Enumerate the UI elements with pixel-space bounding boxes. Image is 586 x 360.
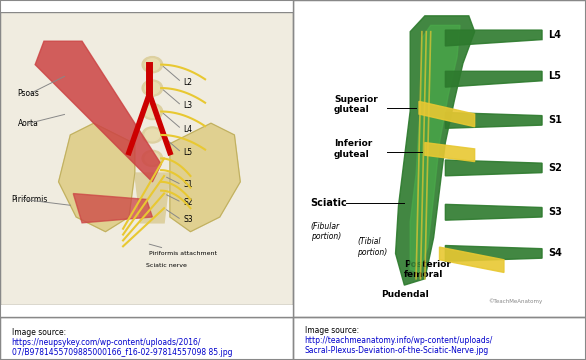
- Ellipse shape: [145, 153, 159, 164]
- Text: Aorta: Aorta: [18, 119, 39, 128]
- Polygon shape: [419, 102, 475, 127]
- Polygon shape: [410, 25, 460, 273]
- Text: 07/B9781455709885000166_f16-02-97814557098 85.jpg: 07/B9781455709885000166_f16-02-978145570…: [12, 348, 232, 357]
- Polygon shape: [35, 41, 161, 182]
- Polygon shape: [445, 112, 542, 128]
- Text: L4: L4: [548, 30, 561, 40]
- Text: L4: L4: [183, 125, 192, 134]
- Polygon shape: [445, 246, 542, 261]
- Text: http://teachmeanatomy.info/wp-content/uploads/: http://teachmeanatomy.info/wp-content/up…: [305, 336, 493, 345]
- Ellipse shape: [145, 59, 159, 71]
- Polygon shape: [73, 194, 152, 223]
- Text: S1: S1: [183, 180, 193, 189]
- Text: Psoas: Psoas: [18, 89, 39, 98]
- Polygon shape: [396, 16, 475, 285]
- Ellipse shape: [145, 129, 159, 141]
- Polygon shape: [445, 71, 542, 87]
- Text: L5: L5: [548, 71, 561, 81]
- Text: Inferior
gluteal: Inferior gluteal: [334, 139, 372, 159]
- Text: https://neupsykey.com/wp-content/uploads/2016/: https://neupsykey.com/wp-content/uploads…: [12, 338, 201, 347]
- Text: S2: S2: [548, 163, 562, 173]
- Polygon shape: [135, 173, 170, 223]
- Text: S1: S1: [548, 116, 562, 125]
- Ellipse shape: [142, 103, 163, 120]
- Text: (Fibular
portion): (Fibular portion): [311, 221, 341, 241]
- Text: S3: S3: [548, 207, 562, 217]
- Ellipse shape: [142, 150, 163, 166]
- Ellipse shape: [145, 106, 159, 117]
- Polygon shape: [59, 123, 135, 231]
- Text: Image source:: Image source:: [12, 328, 68, 337]
- Text: L3: L3: [183, 101, 192, 110]
- Ellipse shape: [142, 127, 163, 143]
- Ellipse shape: [142, 80, 163, 96]
- Text: Sciatic nerve: Sciatic nerve: [146, 263, 188, 268]
- Text: Superior
gluteal: Superior gluteal: [334, 95, 378, 114]
- Text: S3: S3: [183, 215, 193, 224]
- Text: S2: S2: [183, 198, 193, 207]
- Polygon shape: [170, 123, 240, 231]
- Polygon shape: [425, 143, 475, 162]
- Text: L5: L5: [183, 148, 192, 157]
- Text: Sciatic: Sciatic: [311, 198, 347, 208]
- Ellipse shape: [142, 57, 163, 73]
- Text: Piriformis: Piriformis: [12, 195, 48, 204]
- Text: Posterior
femoral: Posterior femoral: [404, 260, 451, 279]
- Polygon shape: [445, 160, 542, 176]
- Ellipse shape: [145, 82, 159, 94]
- Text: Piriformis attachment: Piriformis attachment: [149, 244, 217, 256]
- Polygon shape: [445, 204, 542, 220]
- Polygon shape: [445, 30, 542, 46]
- Text: Sacral-Plexus-Deviation-of-the-Sciatic-Nerve.jpg: Sacral-Plexus-Deviation-of-the-Sciatic-N…: [305, 346, 489, 355]
- Text: L2: L2: [183, 78, 192, 87]
- Text: (Tibial
portion): (Tibial portion): [357, 237, 388, 257]
- Text: S4: S4: [548, 248, 562, 258]
- Text: Pudendal: Pudendal: [381, 290, 428, 299]
- Text: ©TeachMeAnatomy: ©TeachMeAnatomy: [488, 298, 542, 304]
- Text: Image source:: Image source:: [305, 326, 359, 335]
- Polygon shape: [440, 247, 504, 273]
